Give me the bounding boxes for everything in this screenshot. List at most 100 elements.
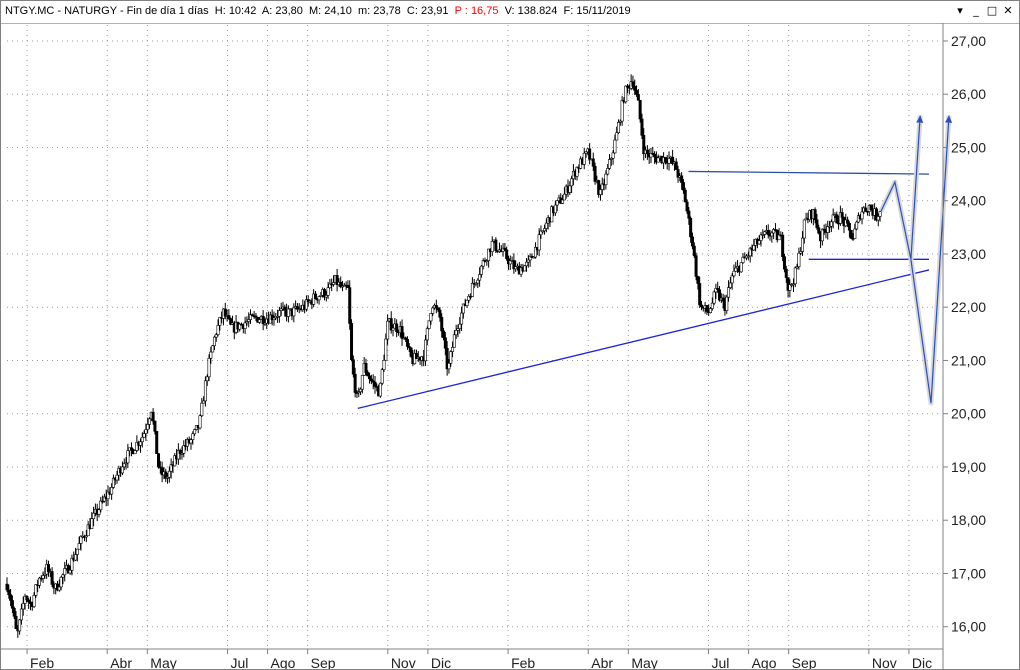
candlestick [770, 230, 774, 243]
price-chart[interactable]: 16,00 17,00 18,00 19,00 20,00 21,00 22,00 23,00… [1, 23, 1019, 669]
candle-body-down [438, 309, 442, 318]
candle-body-down [846, 219, 850, 224]
close-button[interactable]: ✕ [1003, 4, 1013, 17]
candlestick [696, 275, 700, 290]
candle-body-up [279, 308, 283, 311]
candlestick [106, 485, 110, 506]
candle-body-down [440, 317, 444, 332]
candle-body-up [243, 322, 247, 329]
candlestick [607, 154, 611, 170]
candle-body-up [182, 445, 186, 454]
candle-body-down [395, 323, 399, 332]
candle-body-up [763, 231, 767, 235]
candlestick [539, 225, 543, 239]
candlestick [487, 248, 491, 268]
candle-body-up [19, 608, 23, 621]
candlestick [366, 370, 370, 377]
candle-body-up [209, 351, 213, 359]
close-value: 23,91 [420, 5, 449, 17]
candlestick [317, 295, 321, 305]
candle-body-up [205, 376, 209, 382]
candle-body-up [138, 441, 142, 446]
candle-body-up [359, 388, 363, 393]
candlestick [254, 312, 258, 322]
candle-body-up [550, 206, 554, 223]
candlestick [110, 483, 114, 500]
candle-body-up [467, 296, 471, 301]
candle-body-up [92, 512, 96, 520]
candlestick [788, 279, 792, 298]
candlestick [68, 565, 72, 575]
x-tick-label: May [150, 655, 176, 669]
candlestick [322, 287, 326, 301]
candle-body-down [782, 256, 786, 270]
candlestick [59, 576, 63, 591]
candle-body-up [451, 346, 455, 352]
candle-body-down [653, 153, 657, 158]
candlestick [99, 496, 103, 513]
candlestick [371, 374, 375, 390]
candle-body-up [485, 260, 489, 262]
candle-body-up [312, 293, 316, 305]
candle-body-up [544, 222, 548, 229]
x-tick-label: Abr [110, 655, 132, 669]
candlestick [476, 278, 480, 289]
candle-body-down [847, 223, 851, 231]
candle-body-down [663, 157, 667, 162]
minimize-button[interactable]: _ [973, 4, 979, 17]
candle-body-up [144, 429, 148, 434]
candlestick [440, 313, 444, 338]
candlestick [786, 277, 790, 298]
candlestick [849, 229, 853, 239]
candle-body-up [514, 266, 518, 270]
y-tick-label: 25,00 [951, 139, 986, 155]
candlestick [331, 275, 335, 287]
candlestick [431, 306, 435, 317]
candle-body-up [133, 450, 137, 455]
candlestick [582, 147, 586, 170]
candle-body-up [609, 157, 613, 160]
candle-body-up [470, 282, 474, 297]
candle-body-up [328, 283, 332, 289]
candlestick [10, 595, 14, 614]
candlestick [710, 297, 714, 311]
candle-body-up [148, 418, 152, 425]
candlestick [198, 414, 202, 430]
menu-icon[interactable]: ▾ [957, 4, 963, 17]
y-tick-label: 19,00 [951, 459, 986, 475]
candle-body-down [261, 315, 265, 325]
candlestick [553, 200, 557, 216]
candlestick [712, 290, 716, 306]
candlestick [831, 208, 835, 229]
candlestick [360, 374, 364, 394]
candlestick [544, 218, 548, 233]
candlestick [25, 595, 29, 603]
candle-body-down [676, 169, 680, 178]
candle-body-up [523, 265, 527, 272]
candle-body-down [295, 306, 299, 310]
candle-body-up [431, 307, 435, 314]
y-tick-label: 18,00 [951, 512, 986, 528]
candle-body-down [155, 431, 159, 454]
candle-body-up [84, 535, 88, 538]
x-tick-label: Nov [391, 655, 416, 669]
candle-body-up [59, 576, 63, 588]
y-tick-label: 27,00 [951, 33, 986, 49]
maximize-button[interactable]: □ [986, 4, 998, 17]
candlestick [537, 228, 541, 257]
candlestick [382, 354, 386, 372]
candle-body-up [258, 319, 262, 323]
candle-body-up [575, 166, 579, 177]
candlestick [32, 592, 36, 609]
candle-body-up [146, 424, 150, 430]
candlestick [203, 376, 207, 407]
x-tick-label: Nov [872, 655, 897, 669]
x-tick-label: Sep [792, 655, 817, 669]
candle-body-up [606, 168, 610, 175]
candlestick [180, 446, 184, 460]
candlestick [791, 278, 795, 292]
candle-body-up [142, 433, 146, 438]
candle-body-up [74, 554, 78, 561]
candlestick [561, 195, 565, 204]
candle-body-down [348, 287, 352, 324]
